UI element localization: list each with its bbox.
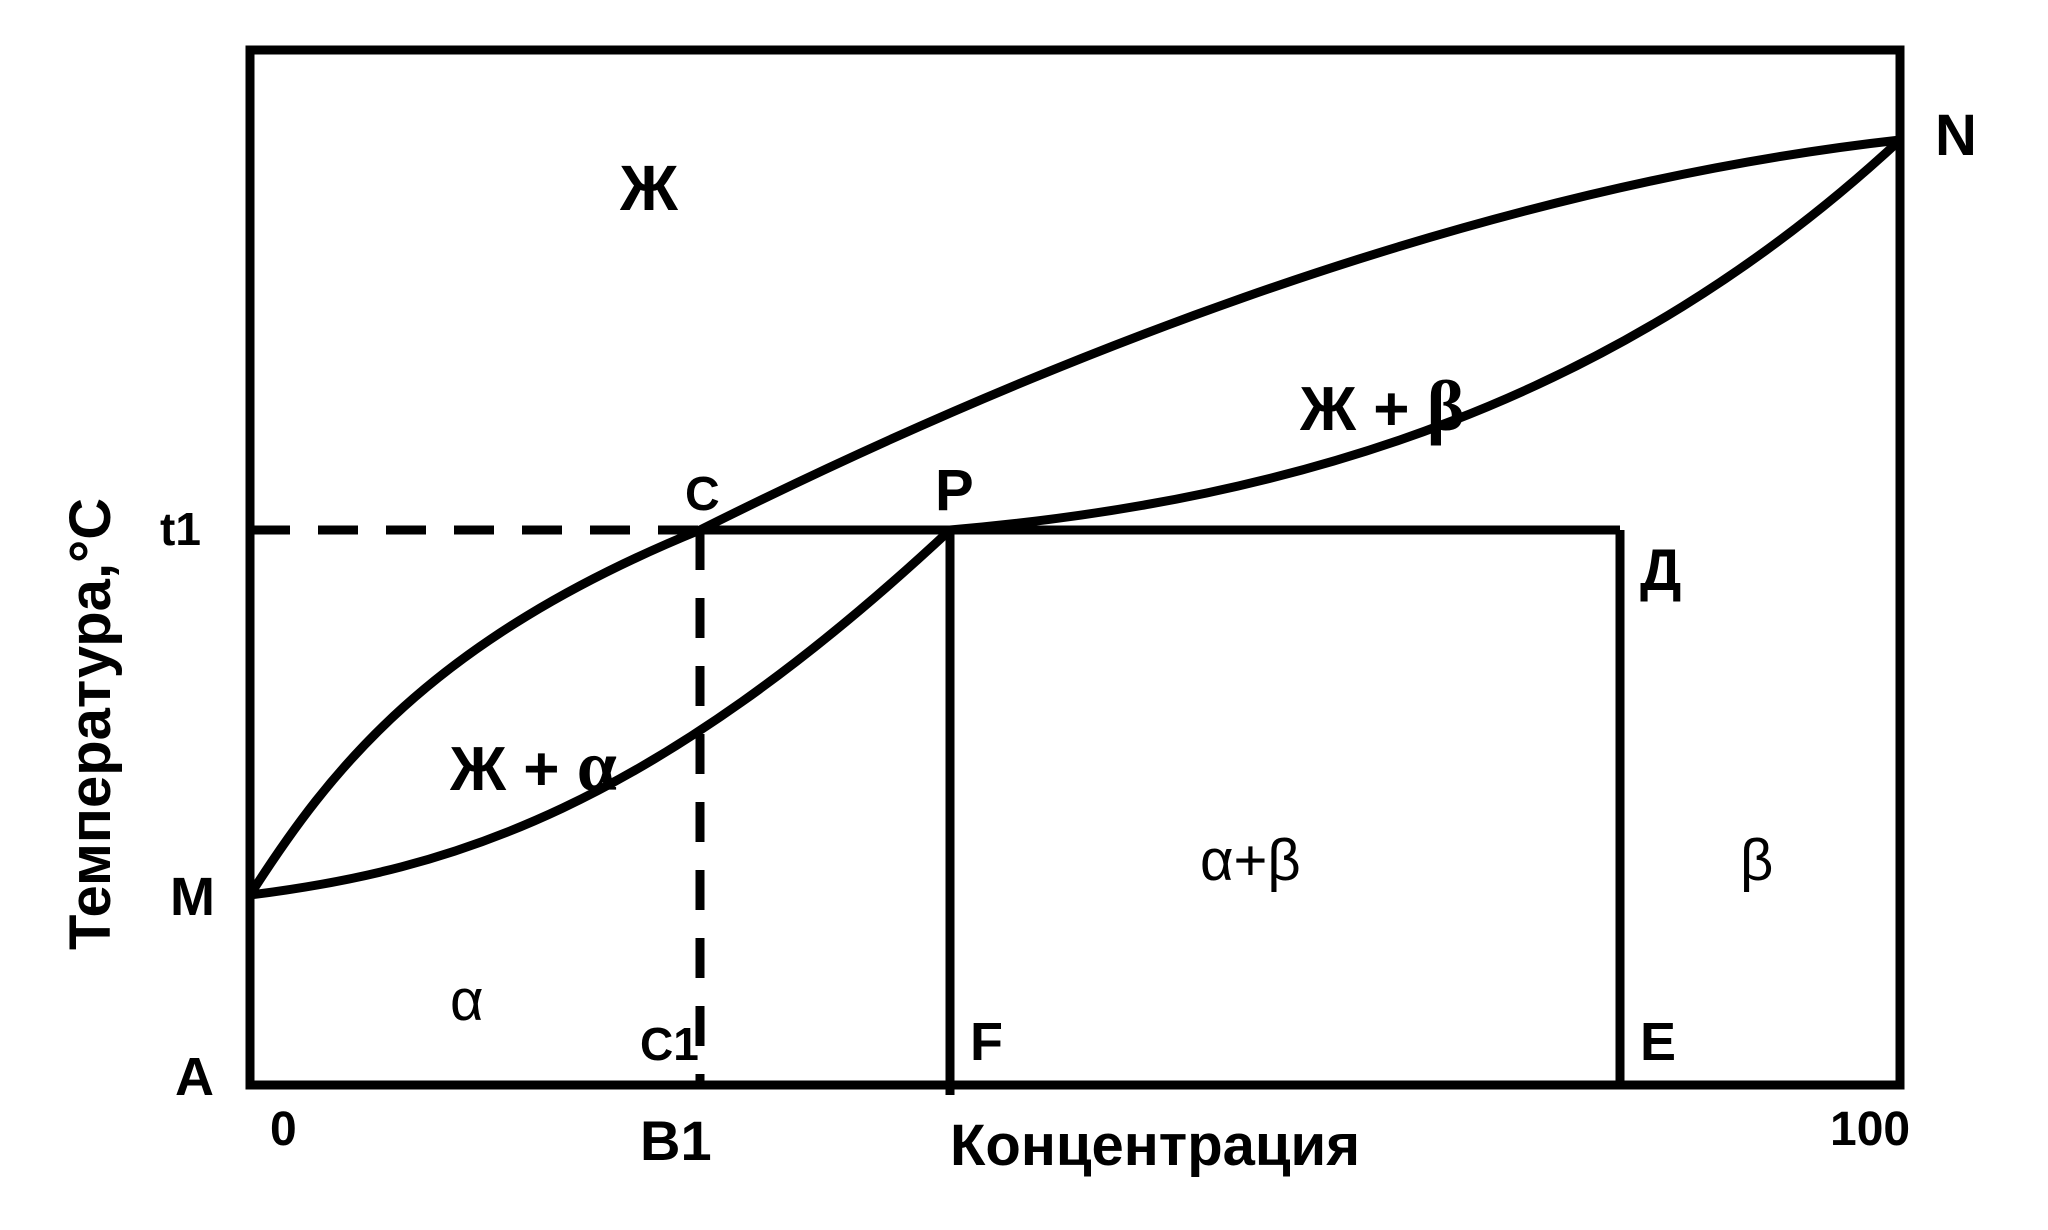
region-alpha: α	[450, 968, 484, 1033]
label-C1: C1	[640, 1018, 699, 1070]
label-P: P	[935, 458, 974, 523]
label-M: M	[170, 867, 215, 927]
region-alpha-beta: α+β	[1200, 828, 1301, 893]
rl-beta: β	[1427, 366, 1465, 446]
label-A: A	[175, 1047, 214, 1107]
rla-zh: Ж +	[449, 735, 577, 804]
region-liquid-beta: Ж + β	[1299, 366, 1465, 446]
y-axis-label: Температура,°С	[58, 498, 123, 950]
label-t1: t1	[160, 503, 201, 555]
region-beta: β	[1740, 828, 1773, 893]
rl-zh: Ж +	[1299, 375, 1427, 444]
region-liquid: Ж	[619, 152, 679, 224]
label-N: N	[1935, 103, 1977, 168]
label-C: C	[685, 468, 720, 521]
label-B1: B1	[640, 1109, 712, 1172]
xtick-0: 0	[270, 1103, 297, 1156]
label-E: E	[1640, 1012, 1676, 1072]
rab-plus: +	[1234, 828, 1268, 893]
rab-beta: β	[1267, 828, 1300, 893]
label-D: Д	[1640, 538, 1681, 603]
rla-alpha: α	[577, 726, 617, 806]
rab-alpha: α	[1200, 828, 1234, 893]
label-F: F	[970, 1012, 1003, 1072]
x-axis-label: Концентрация	[950, 1113, 1360, 1178]
region-liquid-alpha: Ж + α	[449, 726, 617, 806]
xtick-100: 100	[1830, 1103, 1910, 1156]
